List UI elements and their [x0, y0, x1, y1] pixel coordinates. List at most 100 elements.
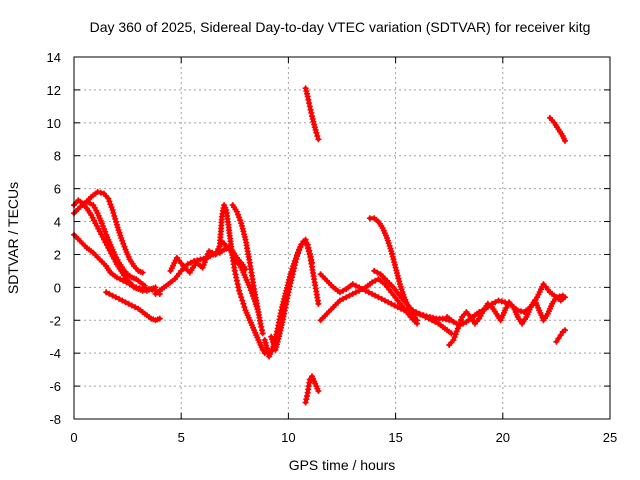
data-point — [439, 315, 446, 322]
data-point — [156, 315, 163, 322]
y-tick-label: -6 — [49, 379, 61, 394]
data-point — [105, 195, 112, 202]
data-point — [381, 297, 388, 304]
y-tick-label: 8 — [54, 149, 61, 164]
data-point — [518, 308, 524, 315]
data-point — [372, 277, 379, 284]
data-point — [336, 297, 343, 304]
data-point — [340, 295, 347, 302]
data-point — [141, 282, 148, 289]
data-point — [505, 300, 512, 307]
data-point — [239, 297, 246, 304]
data-point — [306, 248, 312, 255]
data-point — [206, 248, 213, 255]
data-point — [375, 294, 382, 301]
data-point — [99, 223, 106, 230]
y-tick-label: 12 — [47, 83, 61, 98]
data-point — [197, 256, 204, 263]
data-point — [416, 310, 423, 317]
data-point — [413, 309, 419, 315]
data-point — [237, 290, 244, 297]
data-point — [479, 307, 486, 314]
data-point — [372, 292, 379, 299]
x-tick-label: 15 — [388, 430, 402, 445]
data-point — [501, 299, 508, 306]
data-point — [110, 210, 117, 216]
data-point — [453, 320, 460, 327]
data-point — [561, 137, 568, 144]
data-point — [450, 337, 457, 343]
data-point — [235, 211, 241, 218]
data-point — [456, 322, 463, 329]
data-point — [450, 318, 457, 325]
data-point — [294, 253, 300, 260]
series-s19 — [444, 281, 566, 329]
x-tick-label: 0 — [70, 430, 77, 445]
axis-ticks: 0 5 10 15 20 25 -8 -6 -4 -2 0 2 4 6 8 10 12 14 — [47, 50, 618, 445]
data-point — [498, 298, 505, 305]
data-point — [209, 249, 216, 256]
data-point — [369, 290, 375, 297]
data-point — [409, 307, 416, 314]
data-point — [241, 304, 248, 311]
series-s4 — [81, 188, 146, 276]
data-point — [101, 225, 107, 232]
data-point — [287, 280, 294, 287]
data-point — [553, 338, 560, 345]
series-s9 — [229, 202, 266, 337]
x-tick-label: 20 — [496, 430, 510, 445]
data-point — [236, 214, 243, 221]
y-tick-label: 10 — [47, 116, 61, 131]
data-point — [315, 136, 322, 143]
data-point — [113, 274, 120, 281]
data-point — [514, 307, 521, 314]
data-point — [102, 228, 109, 235]
data-point — [238, 222, 245, 229]
data-point — [371, 267, 378, 274]
data-point — [349, 290, 356, 297]
data-point — [414, 317, 421, 324]
data-point — [452, 331, 459, 338]
data-point — [489, 300, 496, 307]
data-point — [292, 259, 299, 266]
data-point — [125, 300, 132, 307]
data-point — [120, 277, 127, 284]
data-point — [240, 300, 247, 307]
data-point — [492, 299, 499, 306]
data-point — [561, 327, 568, 334]
data-point — [103, 289, 110, 296]
data-point — [87, 200, 94, 207]
y-tick-label: 14 — [47, 50, 61, 65]
data-point — [236, 287, 243, 294]
y-tick-label: 4 — [54, 215, 61, 230]
data-point — [122, 299, 129, 306]
series-s15 — [317, 276, 421, 327]
plot-frame — [73, 56, 611, 420]
data-point — [315, 300, 322, 307]
data-point — [116, 295, 122, 302]
data-point — [258, 323, 265, 330]
data-point — [259, 346, 266, 353]
data-point — [359, 286, 366, 292]
data-point — [187, 259, 194, 266]
data-point — [119, 297, 126, 304]
data-point — [365, 289, 372, 296]
data-point — [454, 325, 461, 332]
data-point — [139, 269, 146, 276]
data-point — [121, 243, 128, 250]
series-trace — [318, 277, 419, 326]
y-tick-label: 6 — [54, 182, 61, 197]
data-point — [559, 292, 566, 299]
data-point — [118, 235, 125, 241]
data-point — [152, 284, 159, 291]
data-point — [112, 215, 119, 222]
grid-lines — [74, 57, 610, 419]
data-point — [352, 289, 359, 296]
data-point — [352, 282, 359, 289]
data-point — [495, 297, 502, 304]
series-s12 — [302, 85, 322, 143]
data-point — [106, 290, 113, 297]
data-point — [128, 302, 135, 309]
data-point — [109, 207, 116, 213]
